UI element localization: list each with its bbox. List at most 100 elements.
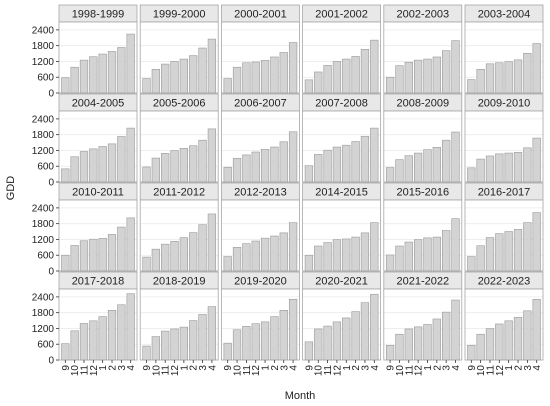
facet-strip-label: 2019-2020 (234, 276, 287, 288)
bar (385, 167, 395, 183)
bar (413, 239, 423, 272)
y-tick-label: 2400 (32, 114, 55, 125)
bar (385, 76, 395, 94)
bar (142, 78, 151, 94)
x-tick-label: 9 (142, 365, 153, 371)
bar (442, 50, 451, 94)
bar (495, 153, 504, 183)
bar (232, 247, 242, 272)
bar (151, 336, 160, 361)
bar (161, 63, 170, 94)
bar (342, 58, 351, 94)
panel-border (220, 21, 300, 94)
y-tick-label: 1800 (32, 219, 55, 230)
bar (451, 299, 460, 361)
bar (89, 320, 98, 361)
facet-panel: 2008-2009 (383, 93, 463, 183)
bar (70, 330, 79, 361)
bar (61, 343, 70, 361)
panel-border (220, 110, 300, 183)
bar (79, 240, 89, 272)
bar (314, 154, 323, 183)
bar (89, 148, 98, 183)
bar (351, 236, 360, 272)
facet-strip-label: 2011-2012 (153, 187, 205, 199)
panel-border (220, 199, 300, 272)
bar (170, 328, 179, 361)
x-tick-label: 3 (442, 365, 453, 371)
panel-border (464, 199, 544, 272)
bar (323, 149, 332, 183)
bar (485, 155, 495, 183)
bar (98, 316, 107, 361)
facet-strip-label: 2003-2004 (478, 9, 531, 21)
bar (198, 47, 207, 94)
bar (476, 333, 485, 361)
bar (232, 329, 242, 361)
bar (270, 146, 279, 183)
bar (495, 323, 504, 361)
facet-panel: 2010-2011 0 600 1200 1800 2400 (32, 182, 138, 278)
bar (260, 60, 270, 94)
facet-strip-label: 2001-2002 (315, 9, 368, 21)
bar (423, 237, 432, 272)
panel-border (58, 288, 138, 361)
bar (432, 318, 441, 361)
bar (476, 158, 485, 183)
y-tick-label: 1800 (32, 130, 55, 141)
bar (532, 298, 541, 361)
bar (432, 236, 441, 272)
bar (288, 131, 298, 183)
bar (198, 314, 207, 361)
bar (413, 152, 423, 183)
bar (232, 158, 242, 183)
facet-panel: 2014-2015 (302, 182, 382, 272)
x-tick-label: 4 (207, 365, 218, 371)
bar (385, 344, 395, 361)
bar (207, 38, 217, 94)
facet-strip-label: 1999-2000 (153, 9, 206, 21)
bar (70, 66, 79, 94)
bar (251, 240, 260, 272)
bar (404, 241, 413, 272)
bar (442, 311, 451, 361)
x-tick-label: 2 (432, 365, 443, 371)
x-tick-label: 11 (323, 365, 334, 376)
bar (260, 149, 270, 183)
bar (288, 298, 298, 361)
bar (304, 165, 314, 183)
bar (107, 143, 117, 183)
facet-strip-label: 2008-2009 (396, 98, 449, 110)
x-tick-label: 1 (261, 365, 272, 371)
bar (532, 43, 541, 94)
bar (189, 320, 198, 361)
bar (513, 229, 523, 272)
x-tick-label: 3 (117, 365, 128, 371)
bar (117, 136, 126, 183)
bar (232, 66, 242, 94)
y-tick-label: 600 (37, 340, 54, 351)
panel-border (139, 110, 219, 183)
bar (523, 310, 532, 361)
bar (523, 52, 532, 94)
bar (260, 321, 270, 361)
bar (304, 254, 314, 272)
bar (485, 328, 495, 361)
bar (513, 59, 523, 94)
bar (161, 330, 170, 361)
facet-panel: 2005-2006 (139, 93, 219, 183)
bar (279, 232, 288, 272)
x-tick-label: 12 (89, 365, 100, 377)
x-tick-label: 12 (495, 365, 506, 377)
bar (126, 217, 135, 272)
facet-panel: 2004-2005 0 600 1200 1800 2400 (32, 93, 138, 189)
bar (70, 245, 79, 272)
bar (467, 256, 476, 272)
bar (342, 238, 351, 272)
y-tick-label: 0 (48, 356, 54, 367)
y-tick-label: 600 (37, 162, 54, 173)
facet-strip-label: 2015-2016 (396, 187, 449, 199)
x-tick-label: 11 (161, 365, 172, 376)
